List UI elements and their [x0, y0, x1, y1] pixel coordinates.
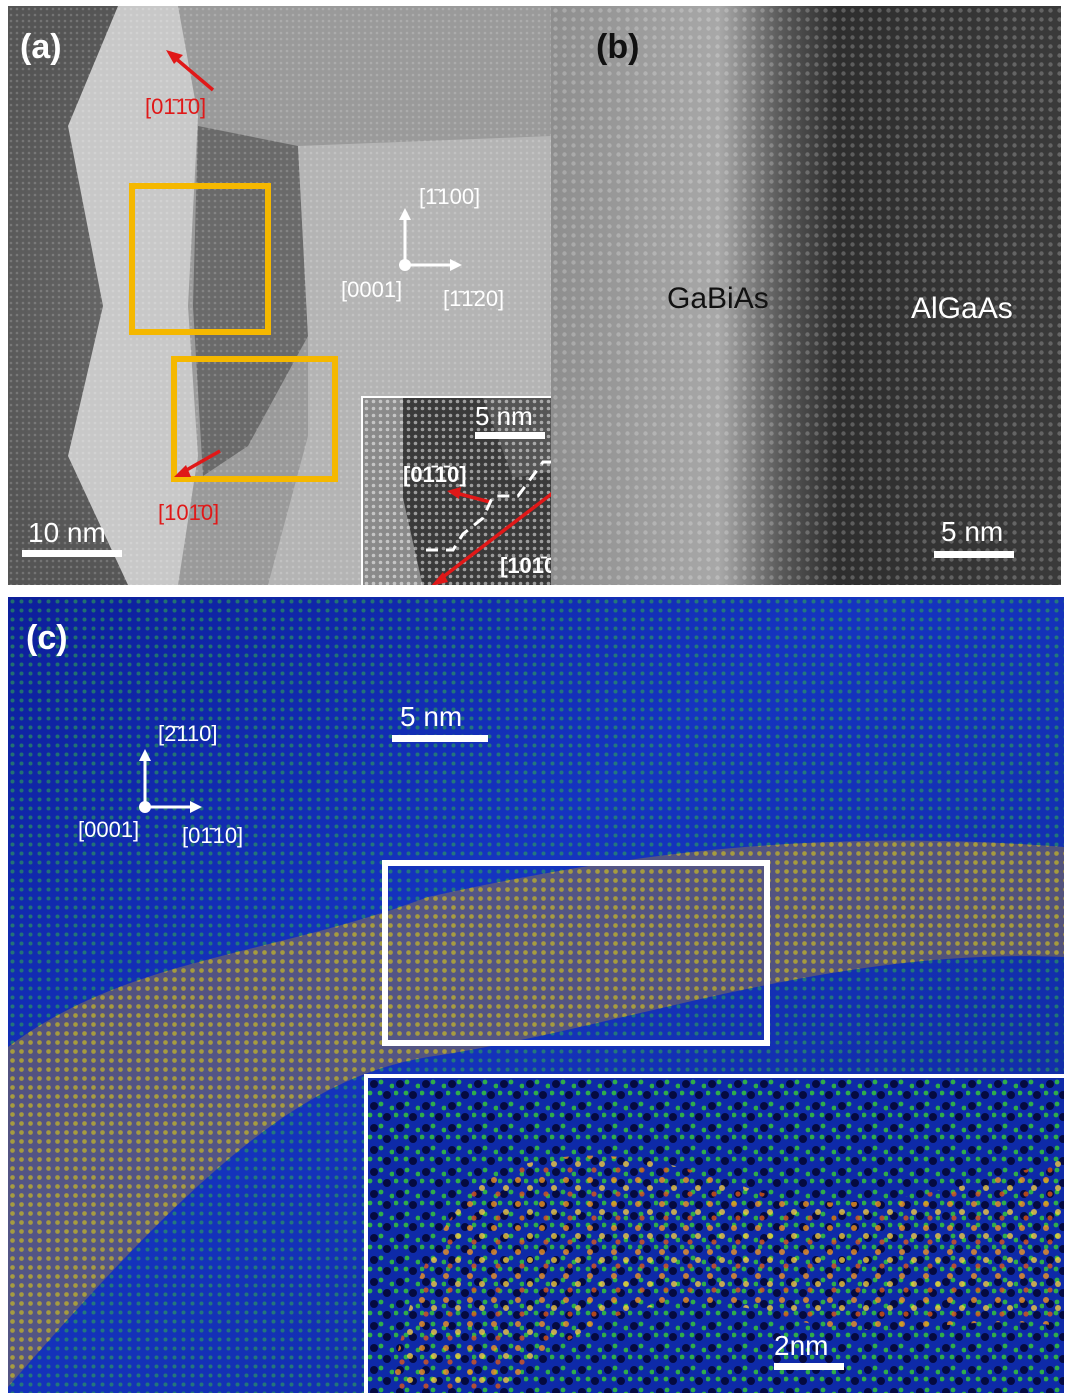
panel-a-inset: 5 nm [01̄1̄0] [101̄0] — [361, 396, 551, 585]
direction-label-bottom: [101̄0] — [158, 500, 220, 525]
direction-label-top: [01̄1̄0] — [145, 94, 207, 119]
direction-arrows — [166, 50, 462, 477]
panel-c-inset-image — [368, 1078, 1064, 1393]
highlight-box-lower — [171, 356, 338, 482]
panel-b-letter: (b) — [596, 28, 640, 66]
inset-scale-label: 5 nm — [475, 401, 533, 431]
scale-label-b: 5 nm — [941, 516, 1004, 547]
scale-bar-c — [392, 735, 488, 742]
axis-label-origin: [0001] — [341, 277, 403, 302]
panel-b: (b) GaBiAs AlGaAs 5 nm — [551, 6, 1061, 585]
panel-c: (c) 5 nm [2̄110] [0001] [01̄10] — [8, 597, 1064, 1393]
panel-a-letter: (a) — [20, 28, 62, 66]
scale-label-a: 10 nm — [28, 517, 106, 548]
zoom-region-box — [382, 860, 770, 1046]
panel-c-inset: 2nm — [364, 1074, 1064, 1393]
scale-label-c: 5 nm — [400, 701, 463, 732]
axis-label-right: [1̄1̄20] — [443, 286, 505, 311]
axis-label-right-c: [01̄10] — [182, 823, 244, 848]
scale-bar-a — [22, 550, 122, 557]
highlight-box-upper — [129, 183, 271, 335]
material-label-left: GaBiAs — [667, 282, 769, 315]
axis-label-origin-c: [0001] — [78, 817, 140, 842]
panel-c-letter: (c) — [26, 619, 68, 657]
inset-direction-label-b: [101̄0] — [500, 553, 551, 578]
scale-bar-b — [934, 551, 1014, 558]
inset-image — [363, 398, 551, 585]
panel-a: (a) [01̄1̄0] [101̄0] [1̄100] [0001] [1̄1… — [8, 6, 551, 585]
inset-c-scale-bar — [774, 1363, 844, 1370]
inset-direction-label-a: [01̄1̄0] — [403, 462, 467, 487]
inset-scale-bar — [475, 432, 545, 439]
axis-label-up-c: [2̄110] — [158, 721, 218, 746]
material-label-right: AlGaAs — [911, 292, 1013, 325]
inset-c-scale-label: 2nm — [774, 1330, 829, 1361]
panel-b-image — [551, 6, 1061, 585]
axis-label-up: [1̄100] — [419, 184, 481, 209]
